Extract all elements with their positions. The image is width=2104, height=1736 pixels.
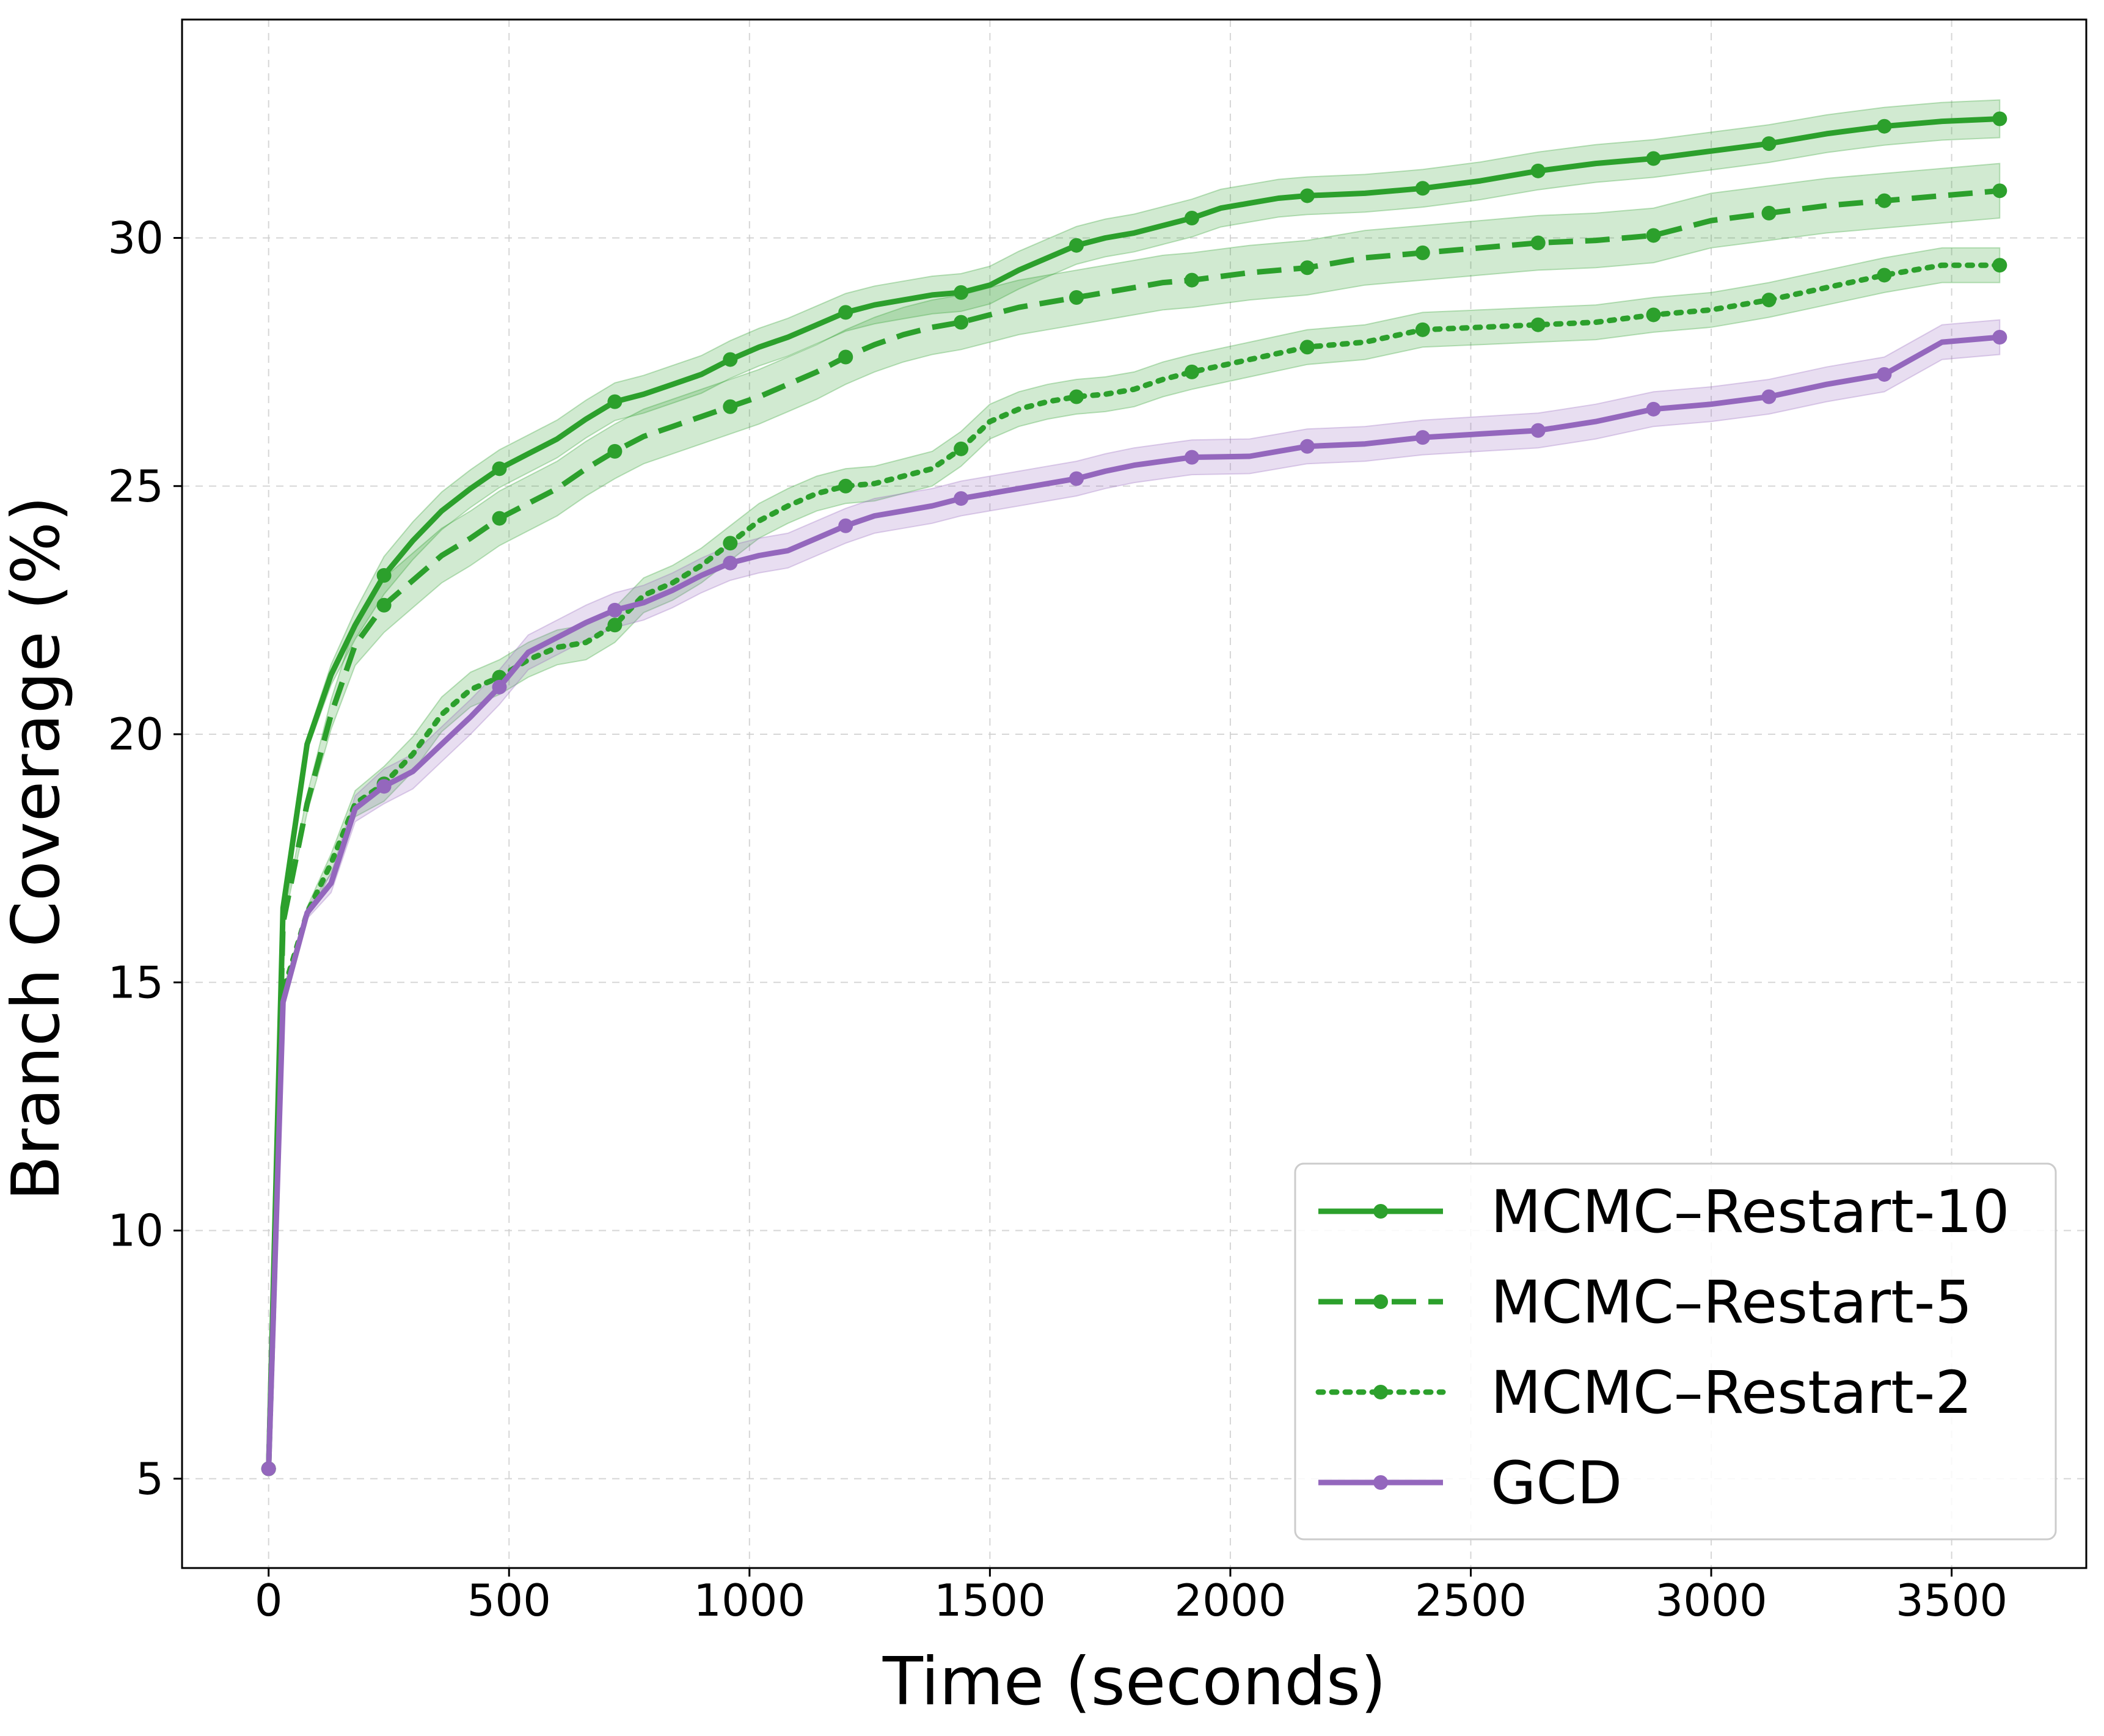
- series-point-2: [1761, 293, 1777, 308]
- legend-box: [1294, 1162, 2057, 1541]
- legend-marker: [1373, 1385, 1388, 1399]
- x-axis-label: Time (seconds): [882, 1644, 1386, 1720]
- series-point-2: [1646, 307, 1661, 323]
- series-point-1: [1415, 245, 1430, 260]
- series-point-1: [1761, 205, 1777, 221]
- x-tick-label: 3500: [1896, 1575, 2007, 1626]
- series-point-3: [1184, 450, 1199, 465]
- series-point-1: [1992, 183, 2007, 199]
- series-point-3: [838, 518, 853, 533]
- series-point-0: [1530, 163, 1546, 178]
- series-line-1: [266, 188, 2000, 1469]
- x-tick-label: 2000: [1174, 1575, 1286, 1626]
- series-point-3: [1877, 367, 1892, 382]
- series-point-3: [261, 1461, 276, 1476]
- series-point-2: [607, 618, 623, 633]
- series-point-0: [954, 285, 969, 300]
- series-line-0: [266, 116, 2000, 1469]
- legend: MCMC–Restart-10 MCMC–Restart-5 MCMC–Restar…: [1294, 1162, 2057, 1541]
- series-point-0: [607, 394, 623, 409]
- series-point-1: [1184, 272, 1199, 288]
- series-point-3: [492, 679, 507, 695]
- x-tick-label: 500: [467, 1575, 551, 1626]
- x-tick-label: 3000: [1655, 1575, 1767, 1626]
- x-tick-label: 1500: [934, 1575, 1046, 1626]
- y-tick-label: 30: [108, 213, 164, 264]
- legend-label: MCMC–Restart-2: [1491, 1359, 1972, 1427]
- series-point-0: [1646, 151, 1661, 166]
- x-tick-label: 2500: [1415, 1575, 1527, 1626]
- series-point-3: [607, 602, 623, 618]
- series-point-0: [1761, 136, 1777, 151]
- series-point-3: [1299, 439, 1315, 454]
- series-point-0: [376, 568, 392, 583]
- series-point-1: [1646, 228, 1661, 243]
- y-tick-label: 25: [108, 461, 164, 512]
- legend-label: GCD: [1491, 1449, 1622, 1517]
- y-axis-label: Branch Coverage (%): [0, 496, 75, 1201]
- series-point-2: [1069, 389, 1084, 404]
- axis-ticks: 0 500 1000 1500 2000 2500 3000 3500 5 10 15 20 25 30: [108, 213, 2007, 1627]
- series-point-2: [1415, 322, 1430, 337]
- series-point-2: [954, 441, 969, 456]
- series-point-2: [723, 536, 738, 551]
- series-point-2: [1877, 268, 1892, 283]
- series-line-2: [266, 262, 2003, 1472]
- series-point-0: [838, 305, 853, 320]
- series-point-3: [1069, 471, 1084, 486]
- series-point-0: [1069, 238, 1084, 253]
- series-point-2: [1184, 364, 1199, 379]
- series-line-3: [266, 334, 2000, 1469]
- legend-label: MCMC–Restart-10: [1491, 1178, 2010, 1246]
- series-point-0: [723, 352, 738, 367]
- series-point-2: [1530, 317, 1546, 332]
- series-point-1: [607, 443, 623, 459]
- series-point-1: [1069, 290, 1084, 305]
- legend-marker: [1373, 1475, 1388, 1490]
- series-point-1: [954, 315, 969, 330]
- series-point-0: [1415, 181, 1430, 196]
- y-tick-label: 10: [108, 1205, 164, 1256]
- series-lines: [261, 111, 2007, 1476]
- series-point-1: [1877, 193, 1892, 208]
- series-point-3: [1415, 430, 1430, 445]
- y-tick-label: 5: [136, 1453, 164, 1504]
- legend-label: MCMC–Restart-5: [1491, 1268, 1972, 1337]
- x-tick-label: 0: [255, 1575, 283, 1626]
- series-point-1: [1299, 260, 1315, 275]
- series-point-3: [1761, 389, 1777, 404]
- y-tick-label: 20: [108, 709, 164, 760]
- series-point-3: [1646, 401, 1661, 417]
- series-point-1: [376, 597, 392, 613]
- series-point-3: [1992, 330, 2007, 345]
- legend-marker: [1373, 1294, 1388, 1309]
- series-point-1: [838, 349, 853, 365]
- series-point-1: [723, 399, 738, 414]
- series-point-0: [1992, 111, 2007, 126]
- legend-marker: [1373, 1204, 1388, 1219]
- series-point-0: [1877, 119, 1892, 134]
- series-point-3: [954, 491, 969, 506]
- y-tick-label: 15: [108, 957, 164, 1008]
- series-point-3: [376, 779, 392, 794]
- series-point-2: [1992, 258, 2007, 273]
- series-point-0: [492, 461, 507, 476]
- series-point-2: [838, 478, 853, 494]
- series-point-3: [723, 555, 738, 571]
- x-tick-label: 1000: [693, 1575, 805, 1626]
- series-point-0: [1184, 211, 1199, 225]
- series-point-0: [1299, 188, 1315, 203]
- plot-frame: [181, 18, 2088, 1569]
- series-point-1: [1530, 235, 1546, 250]
- series-point-3: [1530, 423, 1546, 438]
- series-point-2: [1299, 340, 1315, 355]
- series-point-1: [492, 511, 507, 526]
